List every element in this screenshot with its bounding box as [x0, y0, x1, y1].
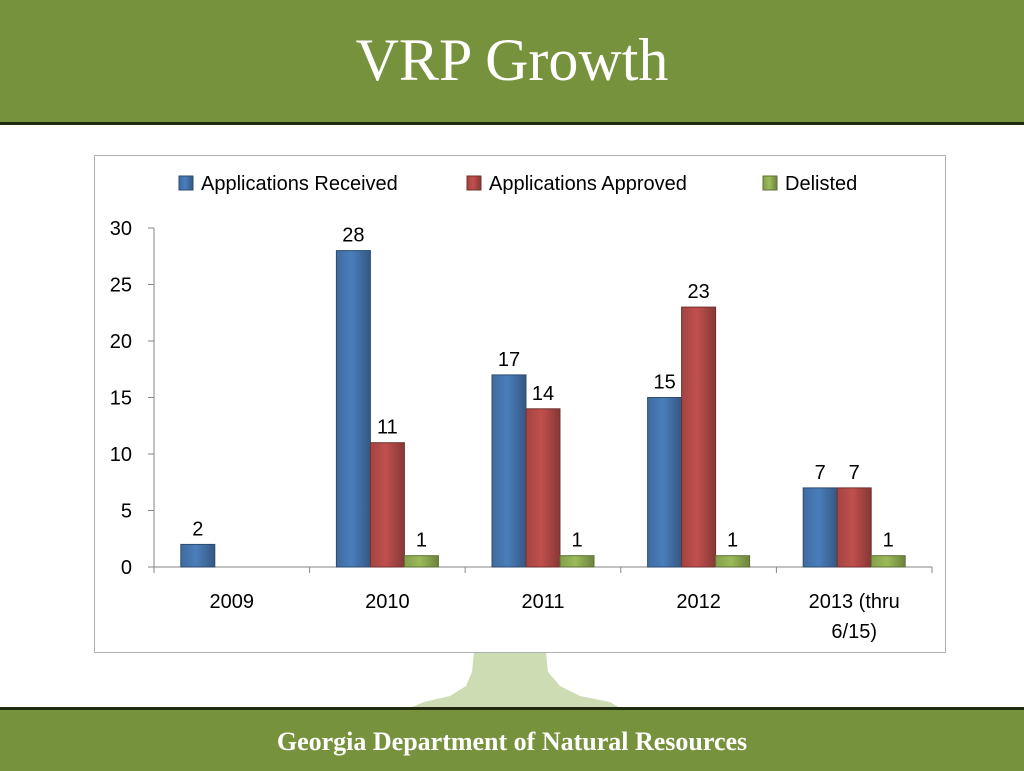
x-tick-label: 2009: [210, 591, 255, 613]
legend-label: Applications Approved: [489, 173, 687, 195]
data-label: 17: [498, 349, 520, 371]
data-label: 14: [532, 383, 554, 405]
bar-applications-received: [335, 250, 371, 568]
y-tick-label: 15: [110, 388, 132, 410]
footer-text: Georgia Department of Natural Resources: [276, 727, 748, 756]
bar-applications-approved: [681, 306, 717, 568]
y-tick-label: 10: [110, 444, 132, 466]
data-label: 1: [883, 530, 894, 552]
bar-applications-approved: [836, 487, 872, 568]
y-tick-label: 25: [110, 275, 132, 297]
data-label: 1: [416, 530, 427, 552]
bar-delisted: [870, 555, 906, 568]
x-tick-label: 2012: [676, 591, 721, 613]
tree-silhouette-image: [410, 652, 620, 708]
y-tick-label: 5: [121, 501, 132, 523]
bar-applications-received: [647, 397, 683, 568]
x-tick-label: 6/15): [831, 621, 877, 643]
slide-title: VRP Growth: [355, 27, 669, 93]
data-label: 28: [342, 225, 364, 247]
data-label: 1: [571, 530, 582, 552]
legend-swatch: [762, 175, 778, 191]
data-label: 15: [653, 372, 675, 394]
footer-band: Georgia Department of Natural Resources: [0, 707, 1024, 771]
chart-frame: 0 5 10 15 20 25 30 2009 2010 2011 2012 2013 (thru 6/…: [94, 155, 946, 653]
bar-delisted: [715, 555, 751, 568]
y-tick-label: 20: [110, 331, 132, 353]
x-tick-label: 2010: [365, 591, 410, 613]
legend-label: Delisted: [785, 173, 857, 195]
title-band: VRP Growth: [0, 0, 1024, 125]
data-label: 7: [849, 462, 860, 484]
bar-applications-received: [802, 487, 838, 568]
bar-applications-received: [180, 543, 216, 568]
y-tick-label: 0: [121, 557, 132, 579]
data-label: 7: [815, 462, 826, 484]
x-tick-label: 2013 (thru: [809, 591, 900, 613]
data-label: 11: [377, 417, 398, 439]
data-label: 23: [687, 281, 709, 303]
legend-label: Applications Received: [201, 173, 398, 195]
bar-applications-approved: [525, 408, 561, 568]
bar-applications-received: [491, 374, 527, 568]
data-label: 1: [727, 530, 738, 552]
legend-swatch: [178, 175, 194, 191]
legend-swatch: [466, 175, 482, 191]
y-tick-label: 30: [110, 218, 132, 240]
bar-applications-approved: [369, 442, 405, 568]
x-tick-label: 2011: [521, 591, 564, 613]
data-label: 2: [192, 518, 203, 540]
bar-delisted: [559, 555, 595, 568]
bar-delisted: [403, 555, 439, 568]
bar-chart: 0 5 10 15 20 25 30 2009 2010 2011 2012 2013 (thru 6/…: [110, 173, 933, 643]
